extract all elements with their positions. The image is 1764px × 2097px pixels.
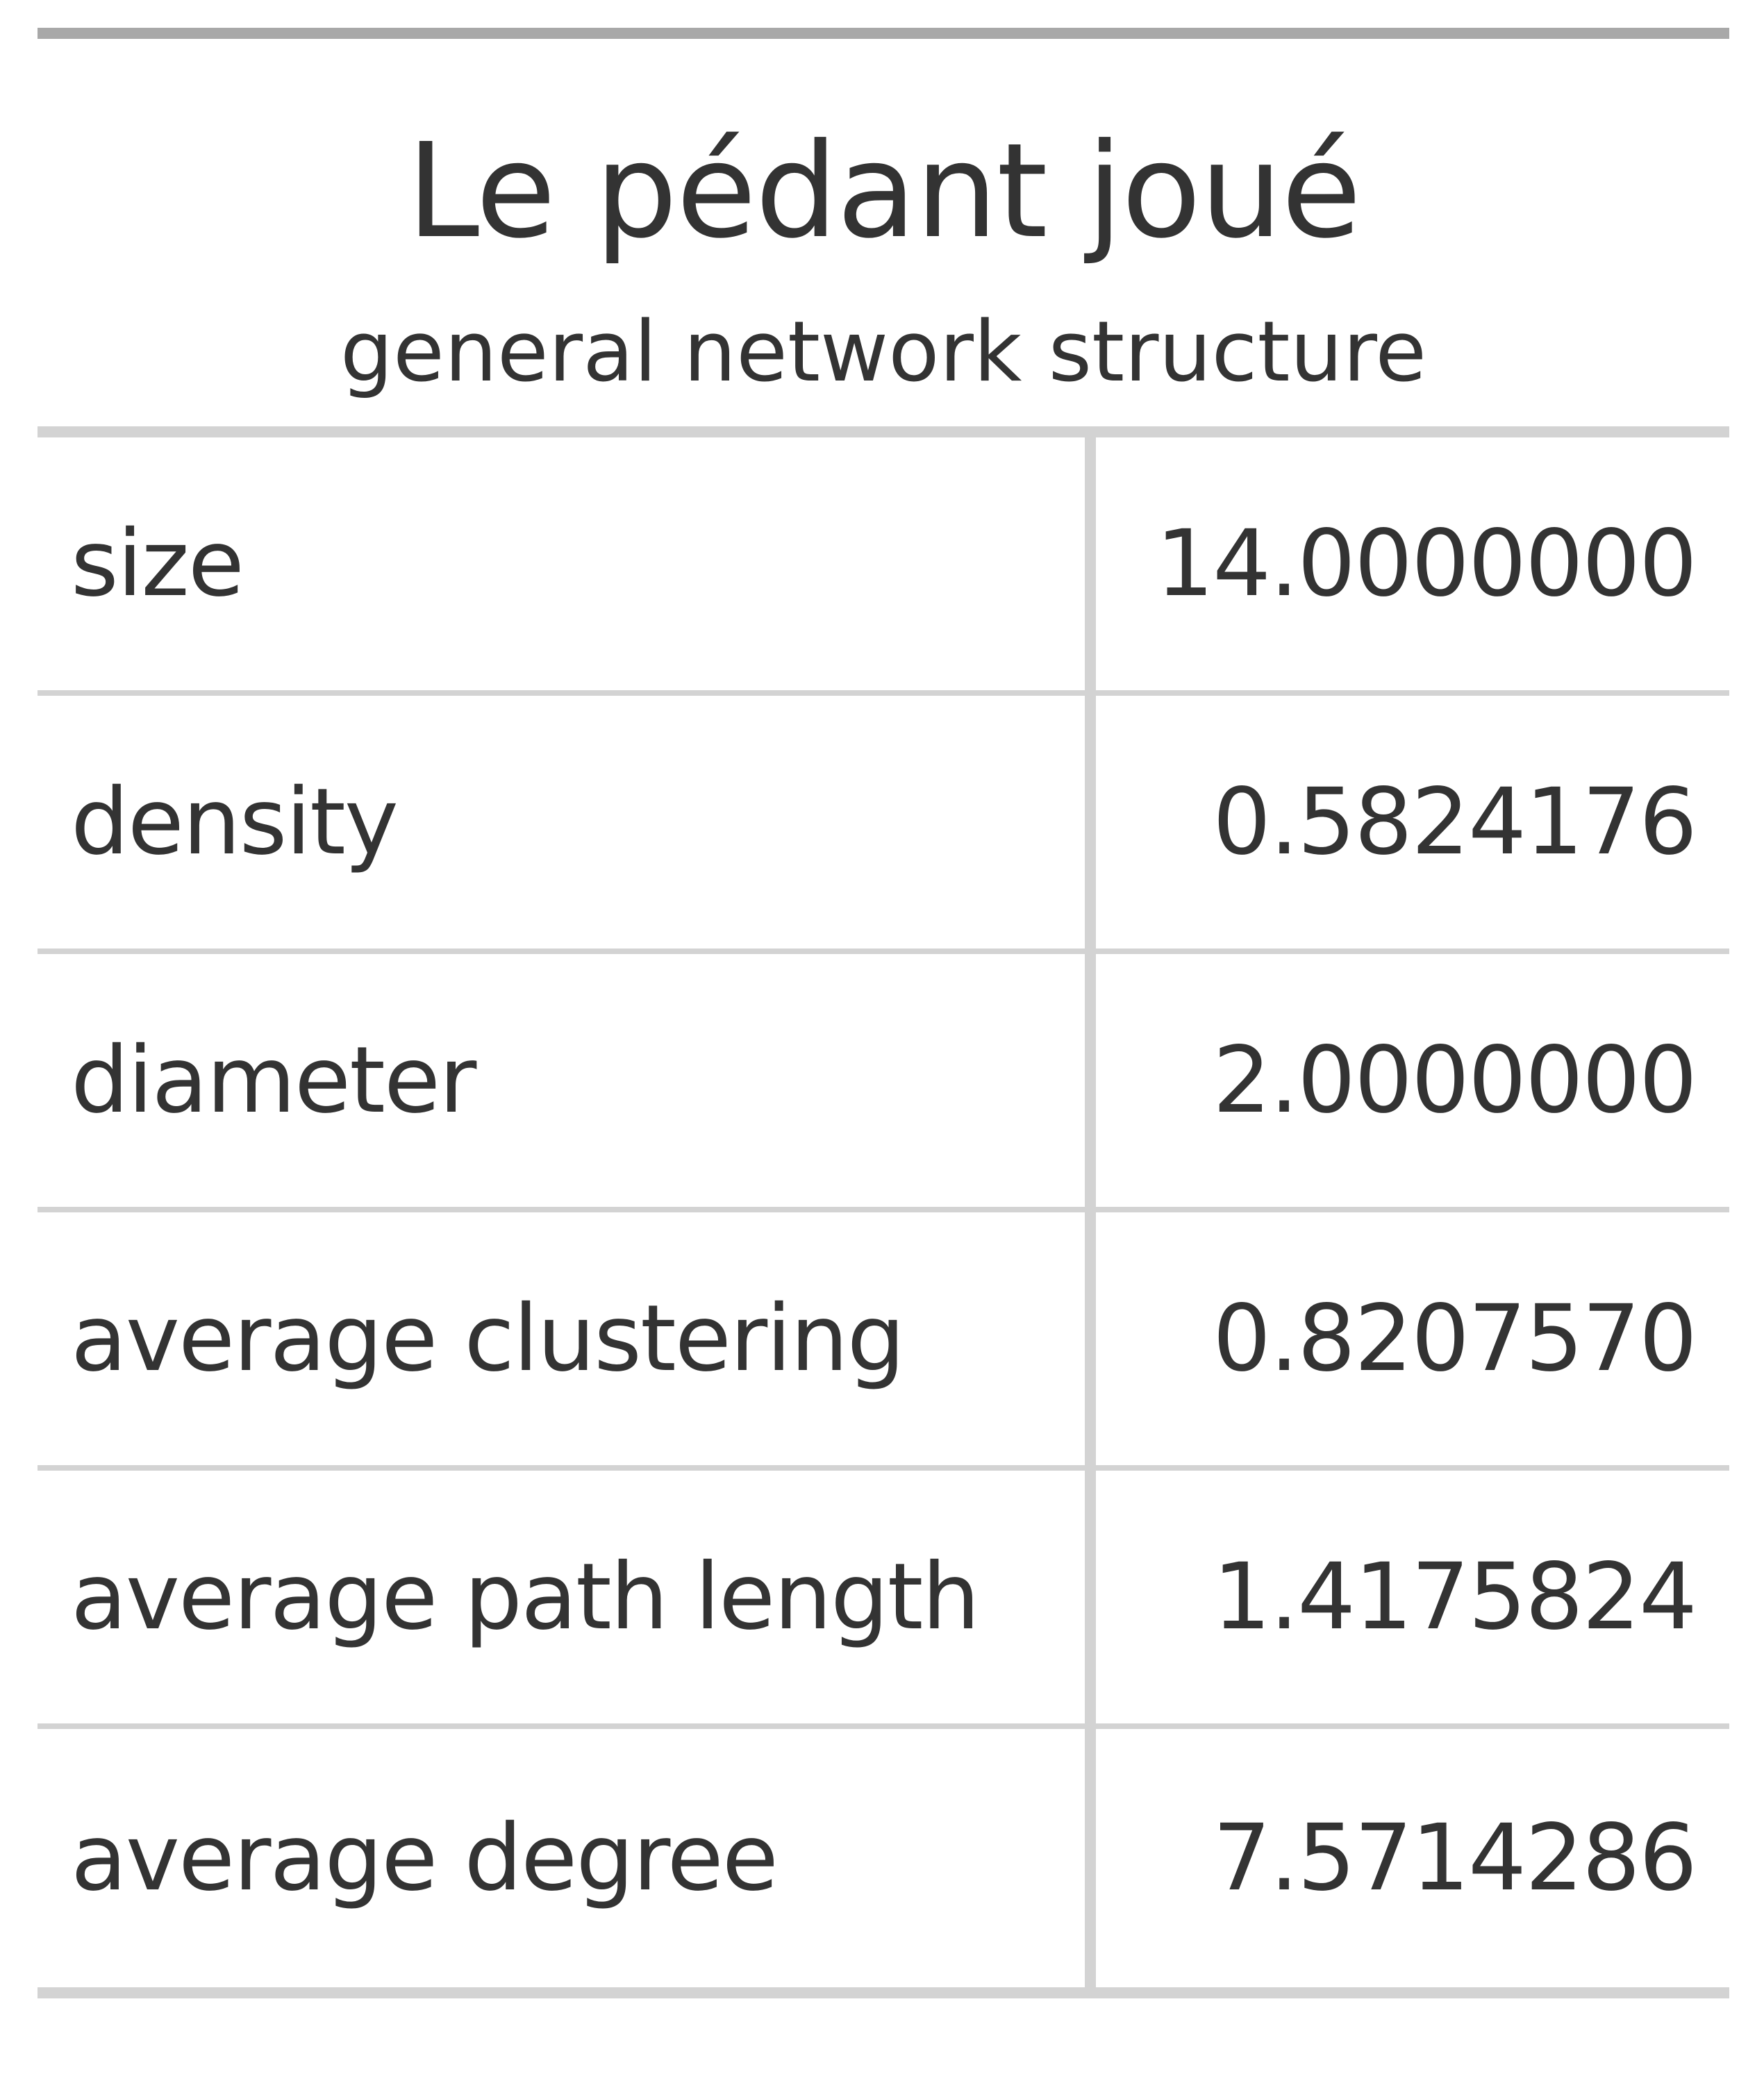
- table-row: diameter 2.0000000: [38, 954, 1729, 1212]
- table-row: density 0.5824176: [38, 696, 1729, 954]
- row-value-size: 14.0000000: [1156, 510, 1697, 617]
- table-row: average clustering 0.8207570: [38, 1212, 1729, 1471]
- row-label-average-clustering: average clustering: [71, 1285, 905, 1392]
- row-value-diameter: 2.0000000: [1213, 1027, 1697, 1134]
- row-value-average-clustering: 0.8207570: [1213, 1285, 1697, 1392]
- row-label-density: density: [71, 769, 399, 876]
- table-row: size 14.0000000: [38, 437, 1729, 696]
- row-value-average-degree: 7.5714286: [1213, 1805, 1697, 1912]
- row-label-size: size: [71, 510, 244, 617]
- table-row: average path length 1.4175824: [38, 1471, 1729, 1729]
- row-label-average-degree: average degree: [71, 1805, 779, 1912]
- top-rule: [38, 28, 1729, 39]
- network-stats-table: Le pédant joué general network structure…: [38, 28, 1729, 1998]
- table-row: average degree 7.5714286: [38, 1729, 1729, 1987]
- row-label-average-path-length: average path length: [71, 1544, 980, 1651]
- table-heading: Le pédant joué general network structure: [38, 39, 1729, 426]
- row-value-average-path-length: 1.4175824: [1213, 1544, 1697, 1651]
- row-value-density: 0.5824176: [1213, 769, 1697, 876]
- table-body: size 14.0000000 density 0.5824176 diamet…: [38, 437, 1729, 1987]
- bottom-rule: [38, 1987, 1729, 1998]
- row-label-diameter: diameter: [71, 1027, 476, 1134]
- column-divider: [1085, 437, 1096, 1987]
- table-subtitle: general network structure: [340, 304, 1427, 401]
- table-title: Le pédant joué: [406, 115, 1361, 267]
- heading-rule: [38, 426, 1729, 437]
